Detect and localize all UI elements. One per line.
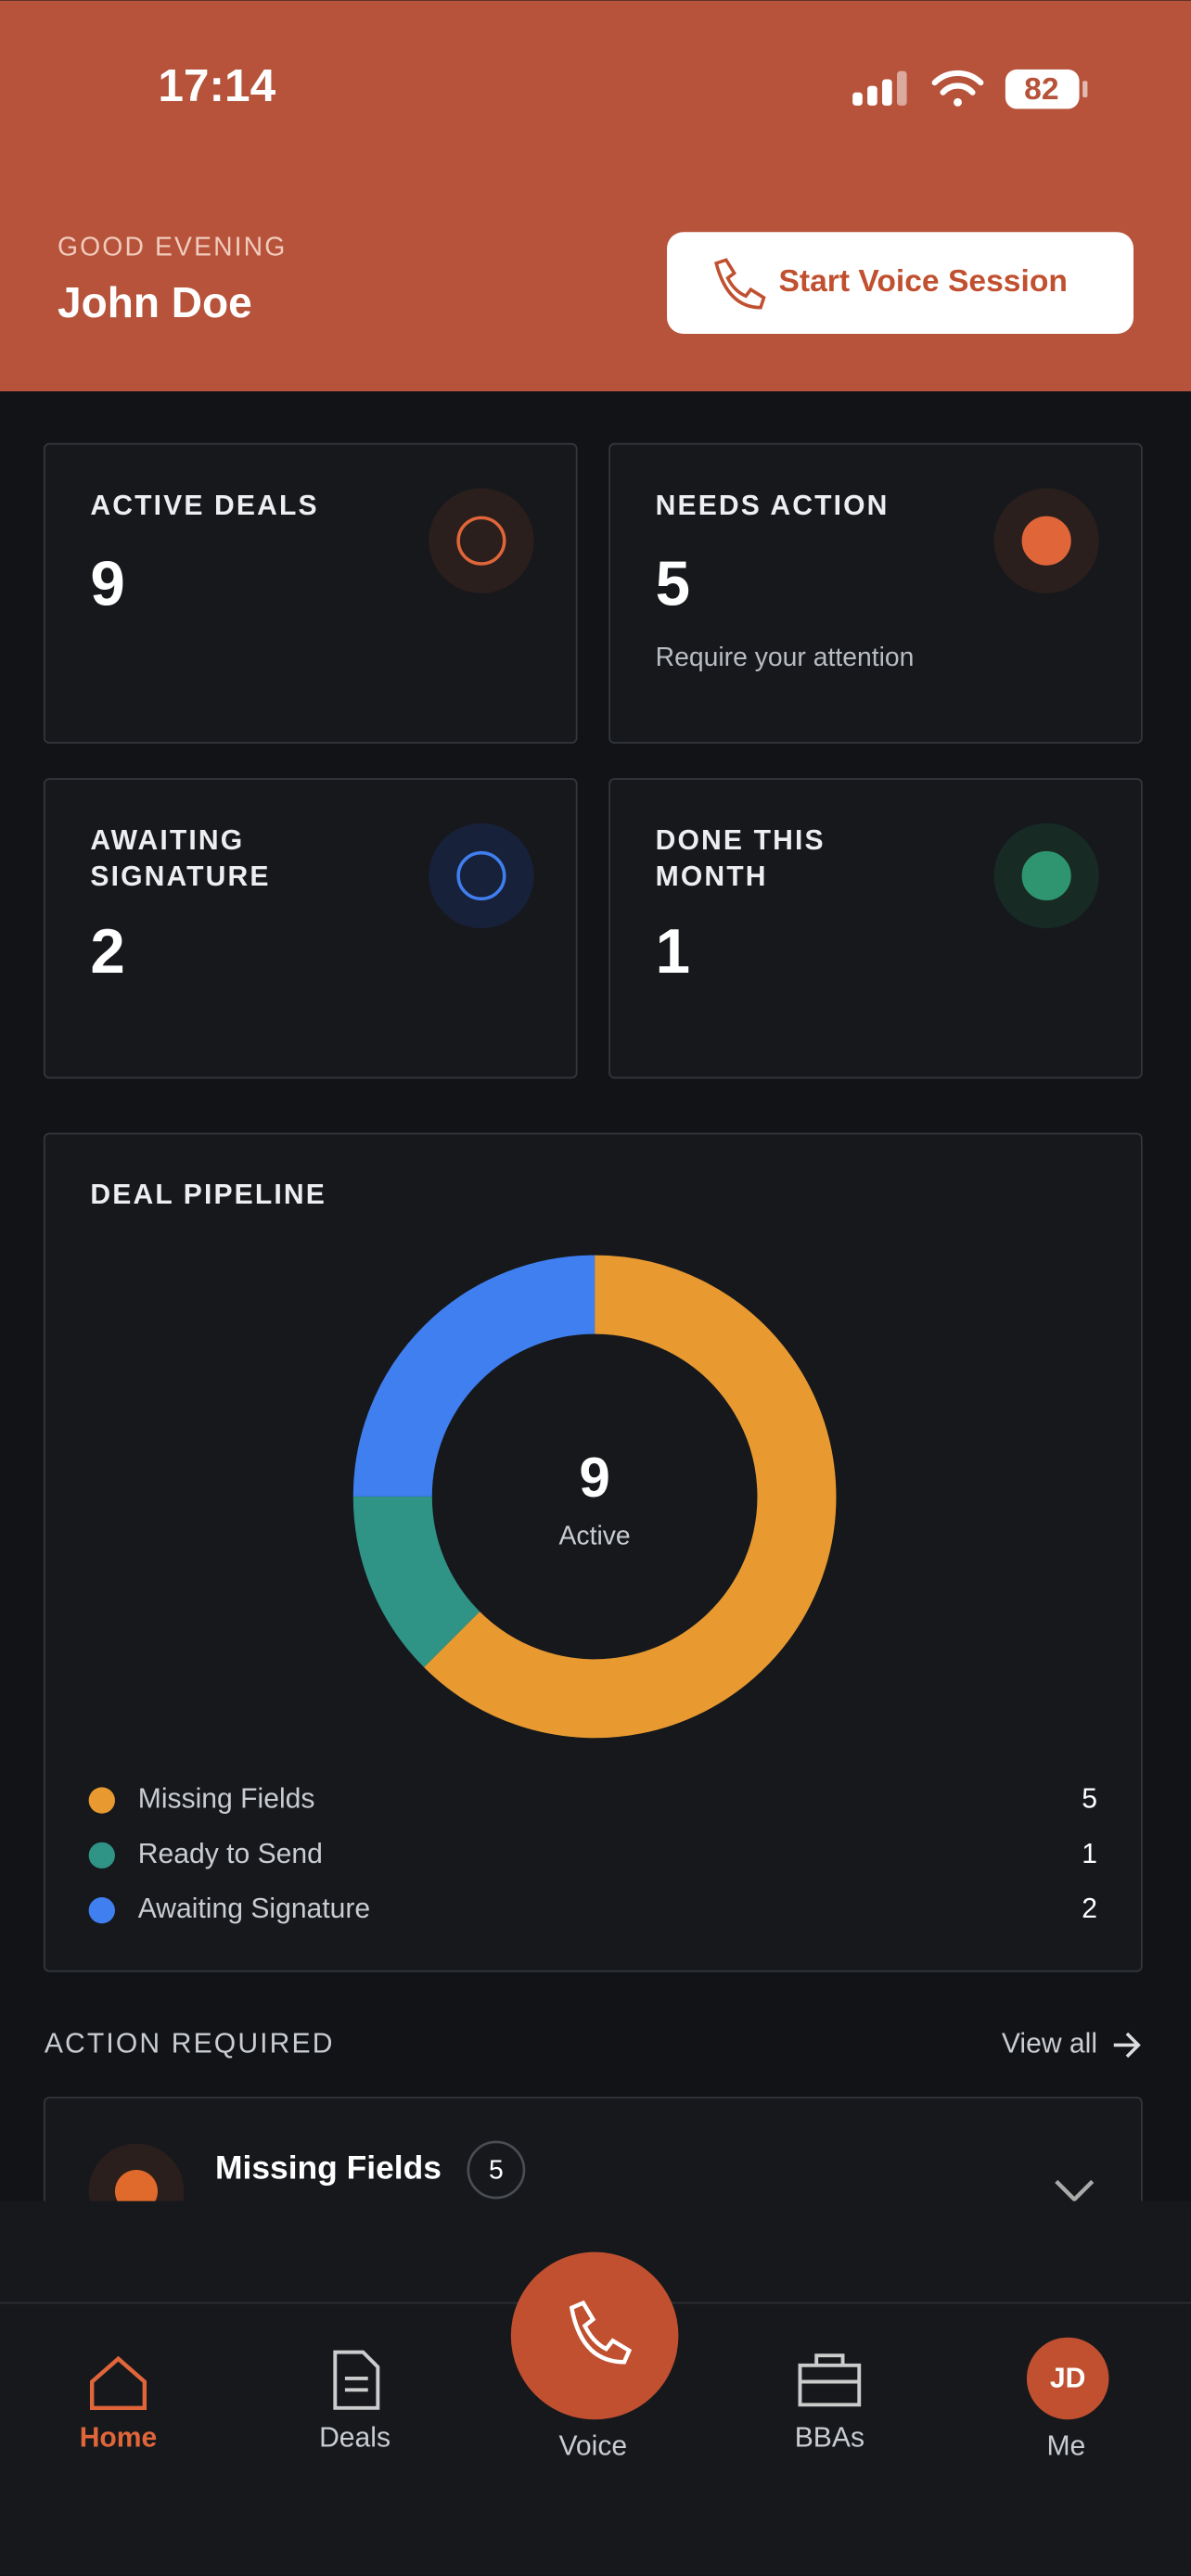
item-label: Missing Fields <box>215 2149 442 2186</box>
stat-label: ACTIVE DEALS <box>90 490 319 521</box>
battery <box>1005 69 1080 109</box>
stat-icon <box>456 516 506 566</box>
phone-icon <box>714 258 766 310</box>
battery-level: 82 <box>1024 72 1058 107</box>
time: 17:14 <box>158 59 275 111</box>
stat-value: 5 <box>656 549 690 618</box>
donut-segment <box>352 1495 480 1667</box>
user-name: John Doe <box>58 278 252 326</box>
battery-tip <box>1082 81 1088 97</box>
legend-label: Missing Fields <box>138 1784 315 1815</box>
stat-label-box: ACTIVE DEALS <box>90 490 319 521</box>
start-voice-button[interactable] <box>667 232 1134 335</box>
stat-label-box: NEEDS ACTION <box>655 490 890 521</box>
arrow-icon[interactable] <box>1113 2032 1141 2059</box>
legend-dot <box>88 1842 115 1869</box>
stat-icon-bg <box>429 823 534 929</box>
stat-icon-bg <box>429 488 534 593</box>
stat-label-box: DONE THIS MONTH <box>655 824 826 893</box>
deals-icon[interactable] <box>333 2350 380 2410</box>
nav-label[interactable]: Voice <box>559 2430 628 2461</box>
legend-dot <box>88 1787 115 1814</box>
donut-center-value: 9 <box>579 1446 609 1509</box>
donut-segment <box>424 1255 837 1739</box>
nav-label[interactable]: Home <box>80 2422 158 2453</box>
legend-label: Awaiting Signature <box>138 1894 370 1924</box>
voice-icon <box>569 2300 633 2365</box>
legend-value: 5 <box>1082 1784 1097 1815</box>
section-title: ACTION REQUIRED <box>45 2028 335 2059</box>
wifi-icon <box>931 70 984 107</box>
pipeline-title: DEAL PIPELINE <box>90 1180 326 1210</box>
stat-value: 2 <box>90 917 124 987</box>
stat-label: DONE THIS MONTH <box>655 824 826 893</box>
legend-value: 2 <box>1082 1894 1097 1924</box>
stat-subtitle: Require your attention <box>656 643 915 672</box>
view-all-link[interactable]: View all <box>1002 2028 1097 2059</box>
avatar[interactable] <box>1026 2337 1109 2420</box>
chevron[interactable] <box>1055 2179 1095 2203</box>
nav-label[interactable]: Me <box>1046 2430 1085 2461</box>
stat-label: AWAITING SIGNATURE <box>90 824 271 893</box>
home-icon[interactable] <box>89 2355 147 2411</box>
stat-icon <box>1021 516 1071 566</box>
legend-dot <box>88 1897 115 1924</box>
stat-label: NEEDS ACTION <box>655 490 890 521</box>
stat-icon <box>456 850 506 901</box>
avatar-initials: JD <box>1050 2364 1085 2394</box>
pipeline-card <box>43 1132 1143 1972</box>
stat-label-box: AWAITING SIGNATURE <box>90 824 271 893</box>
button-label: Start Voice Session <box>778 264 1067 299</box>
donut-center-label: Active <box>559 1522 631 1551</box>
stat-value: 9 <box>90 549 124 618</box>
count-badge <box>467 2140 526 2200</box>
legend-label: Ready to Send <box>138 1839 323 1869</box>
nav-label[interactable]: Deals <box>319 2422 391 2453</box>
item-count: 5 <box>489 2155 504 2185</box>
legend-value: 1 <box>1082 1839 1097 1869</box>
greeting: GOOD EVENING <box>58 232 287 261</box>
bbas-icon[interactable] <box>798 2353 862 2407</box>
donut-segment <box>352 1255 596 1498</box>
nav-label[interactable]: BBAs <box>795 2422 864 2453</box>
signal-icon <box>852 70 907 106</box>
stat-icon <box>1021 850 1071 901</box>
stat-value: 1 <box>656 917 690 987</box>
voice-button[interactable] <box>510 2251 679 2420</box>
